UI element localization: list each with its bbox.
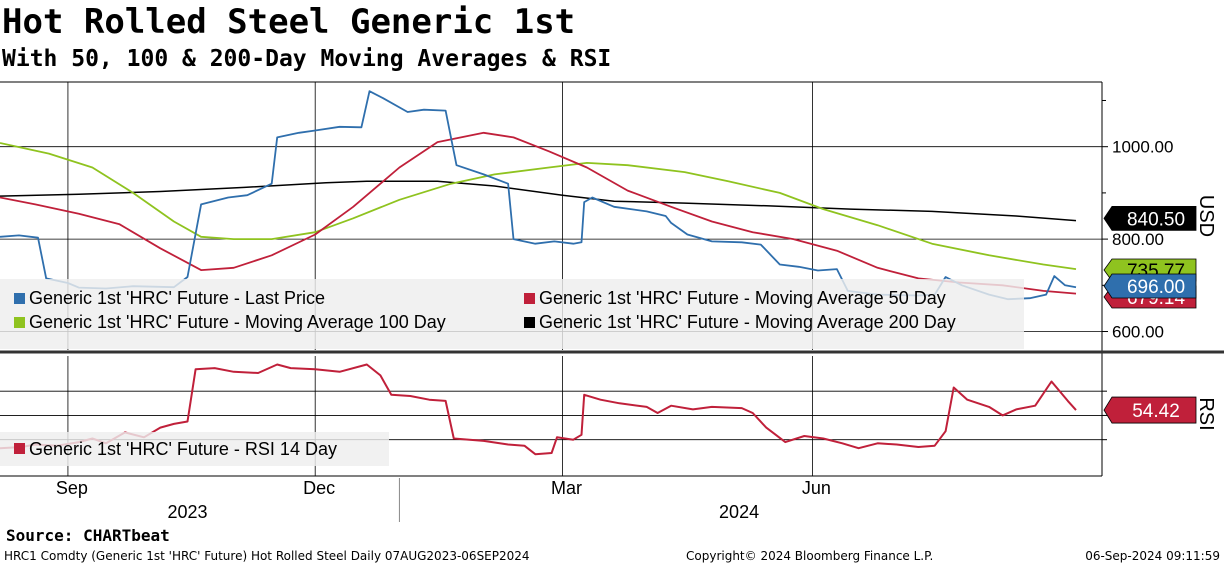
legend-ma200-swatch — [524, 317, 535, 328]
tag-last-price-shape — [1103, 273, 1197, 299]
legend-ma50-swatch — [524, 293, 535, 304]
year-label: 2024 — [719, 502, 759, 522]
month-tick-label: Sep — [56, 478, 88, 498]
price-legend-box — [0, 279, 1024, 349]
price-tick-label: 1000.00 — [1112, 138, 1173, 157]
rsi-legend-box — [0, 432, 389, 466]
tag-ma200-text: 840.50 — [1127, 209, 1185, 230]
tag-ma200: 840.50 — [1103, 205, 1197, 231]
chart-subtitle: With 50, 100 & 200-Day Moving Averages &… — [2, 46, 612, 72]
ma100-line — [0, 142, 1077, 270]
month-tick-label: Jun — [802, 478, 831, 498]
tag-last-price-text: 696.00 — [1127, 277, 1185, 298]
price-tick-label: 600.00 — [1112, 323, 1164, 342]
year-label: 2023 — [167, 502, 207, 522]
footer-ticker-info: HRC1 Comdty (Generic 1st 'HRC' Future) H… — [4, 549, 530, 563]
ma50-line — [0, 131, 1077, 295]
footer-copyright: Copyright© 2024 Bloomberg Finance L.P. — [686, 549, 934, 563]
legend-ma50-label: Generic 1st 'HRC' Future - Moving Averag… — [539, 288, 946, 308]
legend-rsi-label: Generic 1st 'HRC' Future - RSI 14 Day — [29, 439, 337, 459]
legend-rsi-swatch — [14, 443, 25, 454]
chart-title: Hot Rolled Steel Generic 1st — [2, 2, 576, 42]
rsi-axis-title: RSI — [1195, 397, 1217, 430]
tag-rsi: 54.42 — [1103, 396, 1197, 424]
legend-ma100-label: Generic 1st 'HRC' Future - Moving Averag… — [29, 312, 446, 332]
source-note: Source: CHARTbeat — [6, 526, 170, 545]
month-tick-label: Dec — [303, 478, 335, 498]
rsi-line — [0, 363, 1077, 456]
tag-rsi-shape — [1103, 396, 1197, 424]
tag-rsi-text: 54.42 — [1132, 401, 1180, 422]
last-price-line — [0, 90, 1077, 301]
tag-ma200-shape — [1103, 205, 1197, 231]
legend-last-price-swatch — [14, 293, 25, 304]
ma200-line — [0, 180, 1077, 222]
legend-last-price-label: Generic 1st 'HRC' Future - Last Price — [29, 288, 325, 308]
legend-ma100-swatch — [14, 317, 25, 328]
legend-ma200-label: Generic 1st 'HRC' Future - Moving Averag… — [539, 312, 956, 332]
price-axis-title: USD — [1195, 195, 1217, 237]
footer-timestamp: 06-Sep-2024 09:11:59 — [1085, 549, 1220, 563]
tag-last-price: 696.00 — [1103, 273, 1197, 299]
price-tick-label: 800.00 — [1112, 230, 1164, 249]
month-tick-label: Mar — [551, 478, 582, 498]
